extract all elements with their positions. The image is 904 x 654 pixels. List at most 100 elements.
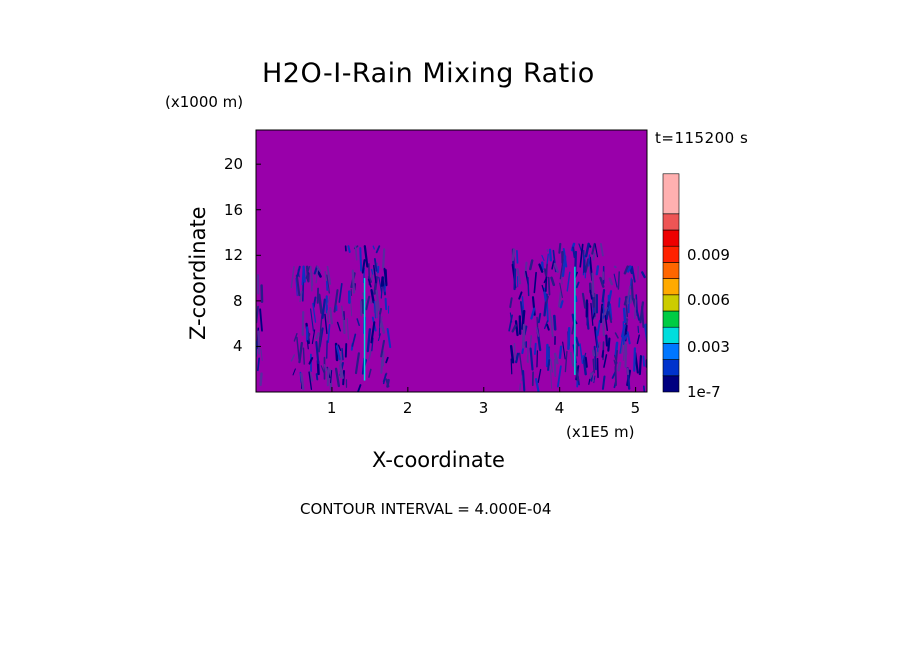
colorbar-swatch — [662, 310, 680, 328]
rain-streak — [256, 305, 259, 324]
rain-streak — [362, 267, 366, 284]
rain-streak — [599, 303, 604, 324]
rain-streak — [326, 310, 330, 323]
rain-streak — [601, 349, 605, 358]
rain-streak — [315, 332, 320, 340]
rain-streak — [521, 296, 525, 310]
rain-streak — [299, 290, 303, 303]
rain-streak — [579, 243, 584, 268]
rain-streak — [516, 268, 522, 285]
colorbar-label: 0.009 — [687, 246, 730, 264]
rain-streak — [559, 300, 564, 309]
rain-streak — [323, 363, 327, 372]
rain-streak — [259, 308, 263, 332]
rain-field — [256, 242, 647, 392]
rain-streak — [641, 271, 646, 279]
rain-streak — [603, 306, 608, 316]
rain-streak — [547, 276, 551, 296]
rain-streak — [607, 337, 611, 352]
rain-streak — [385, 378, 390, 388]
rain-streak — [361, 299, 365, 314]
rain-streak — [605, 301, 610, 321]
rain-streak — [518, 352, 524, 377]
x-tick-label: 3 — [478, 399, 489, 417]
rain-streak — [569, 351, 575, 367]
rain-streak — [634, 299, 637, 320]
rain-streak — [589, 289, 593, 300]
rain-streak — [530, 307, 536, 320]
rain-streak — [509, 297, 513, 309]
colorbar — [662, 173, 680, 393]
rain-streak — [639, 301, 645, 324]
x-tick-label: 2 — [402, 399, 413, 417]
rain-streak — [312, 302, 317, 323]
rain-streak — [538, 263, 544, 273]
rain-streak — [558, 345, 563, 360]
rain-streak — [624, 296, 629, 318]
rain-streak — [295, 277, 298, 297]
rain-streak — [592, 252, 596, 261]
rain-streak — [593, 375, 596, 384]
rain-streak — [337, 344, 342, 351]
rain-streak — [575, 336, 580, 347]
rain-streak — [329, 306, 333, 325]
rain-streak — [308, 357, 314, 365]
rain-streak — [607, 305, 611, 312]
rain-streak — [574, 363, 580, 382]
rain-streak — [518, 291, 523, 300]
rain-streak — [571, 320, 575, 335]
rain-streak — [292, 368, 296, 376]
rain-streak — [373, 264, 377, 284]
rain-streak — [357, 384, 362, 392]
rain-streak — [382, 373, 387, 385]
rain-streak — [553, 262, 559, 273]
rain-streak — [534, 342, 537, 355]
rain-streak — [335, 345, 341, 361]
rain-streak — [529, 259, 534, 271]
rain-streak — [543, 320, 549, 330]
rain-streak — [582, 359, 587, 376]
rain-streak — [619, 336, 624, 354]
chart-title: H2O-I-Rain Mixing Ratio — [262, 58, 595, 89]
rain-cell — [333, 245, 392, 392]
rain-streak — [626, 265, 632, 273]
rain-streak — [592, 358, 595, 374]
y-tick-label: 12 — [224, 246, 244, 265]
rain-streak — [524, 261, 528, 278]
rain-streak — [601, 375, 606, 390]
rain-streak — [375, 289, 380, 312]
y-tick-label: 8 — [233, 291, 243, 310]
rain-streak — [370, 268, 375, 281]
rain-streak — [382, 248, 386, 269]
rain-streak — [599, 242, 604, 257]
rain-streak — [584, 242, 590, 258]
rain-streak — [372, 245, 376, 250]
rain-streak — [336, 321, 342, 332]
rain-streak — [595, 341, 601, 357]
rain-streak — [510, 358, 513, 375]
rain-streak — [626, 285, 631, 305]
rain-streak — [623, 265, 629, 275]
rain-streak — [308, 371, 313, 390]
rain-streak — [316, 265, 322, 273]
rain-streak — [359, 300, 363, 317]
rain-streak — [295, 274, 301, 297]
rain-streak — [302, 347, 305, 365]
rain-streak — [635, 309, 641, 321]
rain-streak — [636, 334, 640, 345]
rain-streak — [378, 276, 383, 293]
rain-streak — [326, 274, 330, 294]
y-tick-label: 4 — [233, 337, 243, 356]
rain-streak — [567, 327, 571, 350]
rain-streak — [300, 372, 305, 391]
rain-streak — [562, 341, 566, 360]
rain-streak — [558, 242, 562, 254]
x-tick-label: 4 — [554, 399, 565, 417]
rain-streak — [514, 320, 519, 337]
rain-streak — [638, 355, 643, 376]
rain-streak — [293, 332, 298, 342]
rain-streak — [614, 332, 619, 339]
rain-streak — [351, 333, 357, 347]
rain-streak — [351, 269, 356, 294]
rain-streak — [605, 334, 609, 347]
